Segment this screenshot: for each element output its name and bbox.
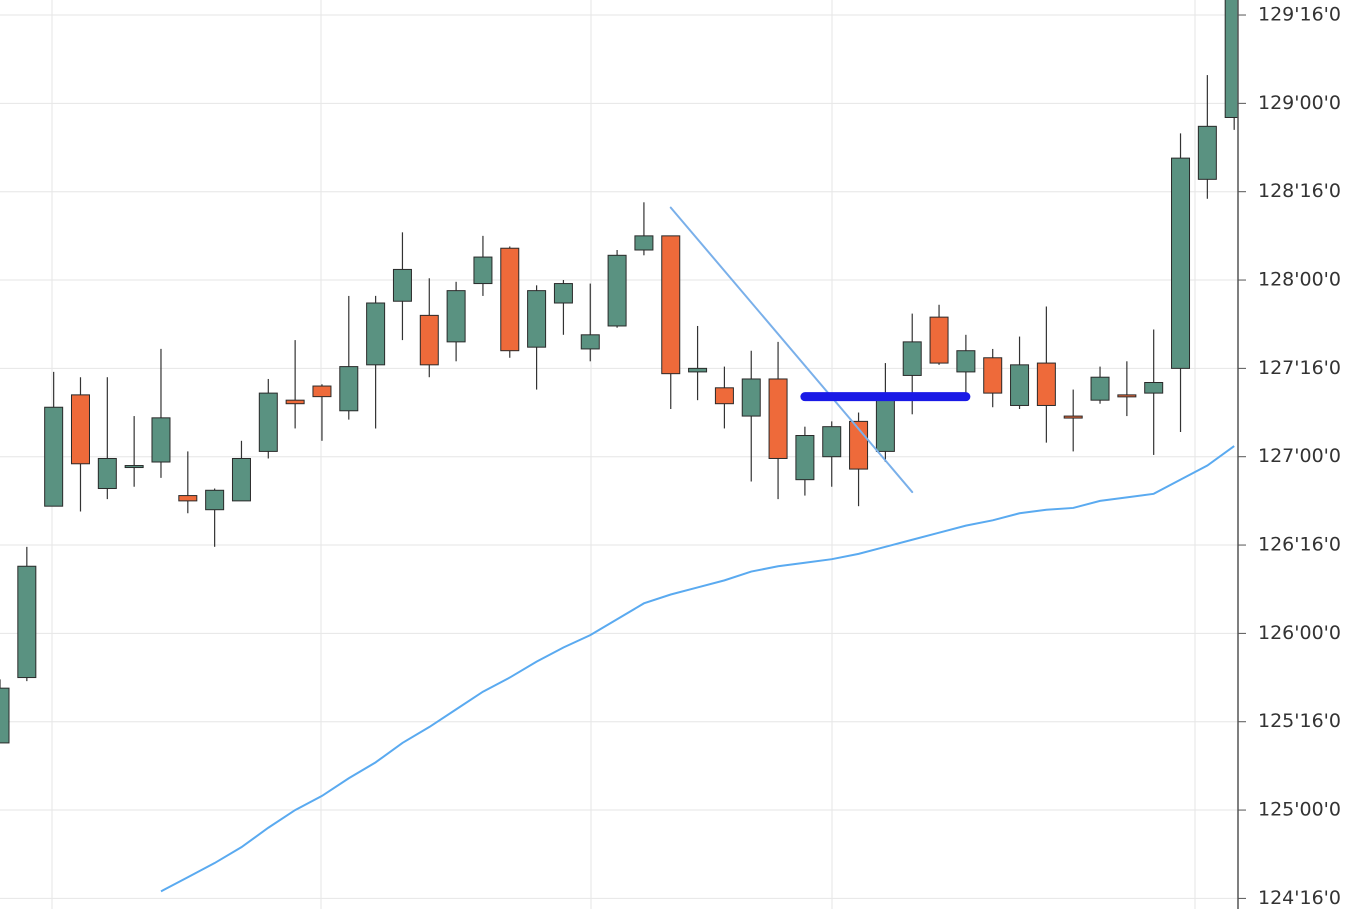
candle-body [983, 357, 1003, 394]
y-tick-label: 126'00'0 [1258, 622, 1341, 644]
candle-body [1010, 364, 1030, 406]
candle-body [231, 457, 251, 502]
candle-body [0, 687, 10, 744]
candle-body [446, 290, 466, 343]
y-axis: 124'16'0 125'00'0 125'16'0 126'00'0 126'16'0… [1238, 4, 1341, 909]
candle-body [902, 341, 922, 376]
candle-body [366, 302, 386, 366]
candle-body [661, 235, 681, 375]
candle-body [205, 489, 225, 511]
candle-body [795, 435, 815, 481]
candle-body [392, 268, 412, 302]
candle-body [527, 290, 547, 348]
candle-body [929, 316, 949, 364]
drawn-line [669, 206, 914, 494]
plot-area [0, 0, 1238, 893]
candle-body [17, 565, 37, 679]
candle-body [875, 394, 895, 452]
candle-body [339, 366, 359, 412]
y-tick-label: 124'16'0 [1258, 887, 1341, 909]
candle-body [473, 256, 493, 285]
grid [0, 14, 1238, 899]
candle-body [1090, 376, 1110, 401]
candle-body [1144, 382, 1164, 394]
candle-body [714, 387, 734, 405]
candle-body [634, 235, 654, 251]
y-tick-label: 129'00'0 [1258, 92, 1341, 114]
candle-body [741, 378, 761, 417]
vertical-grid [51, 0, 1196, 909]
candle-body [285, 399, 305, 405]
candle-body [1117, 394, 1137, 398]
y-tick-label: 128'16'0 [1258, 180, 1341, 202]
candle-body [822, 426, 842, 458]
candle-body [1063, 415, 1083, 419]
candle-body [1197, 125, 1217, 180]
y-tick-label: 125'00'0 [1258, 799, 1341, 821]
candle-body [1171, 157, 1191, 369]
y-tick-label: 127'00'0 [1258, 445, 1341, 467]
candle-body [97, 457, 117, 490]
candle-body [500, 247, 520, 352]
candle-body [607, 254, 627, 327]
candle-body [258, 392, 278, 452]
y-tick-label: 128'00'0 [1258, 269, 1341, 291]
candle-body [553, 283, 573, 304]
candle-body [419, 314, 439, 366]
y-tick-label: 129'16'0 [1258, 4, 1341, 26]
moving-average [160, 445, 1235, 893]
candle-body [151, 417, 171, 463]
candle-body [70, 394, 90, 465]
y-tick-label: 127'16'0 [1258, 357, 1341, 379]
candle-body [312, 385, 332, 398]
candle-body [768, 378, 788, 459]
y-tick-label: 125'16'0 [1258, 710, 1341, 732]
candle-body [956, 350, 976, 373]
candle-body [44, 406, 64, 507]
y-tick-label: 126'16'0 [1258, 534, 1341, 556]
candle-body [124, 465, 144, 469]
candle-body [178, 495, 198, 502]
candle-body [580, 334, 600, 350]
candle-body [1036, 362, 1056, 406]
candle-body [1224, 0, 1238, 118]
candle-body [688, 367, 708, 373]
